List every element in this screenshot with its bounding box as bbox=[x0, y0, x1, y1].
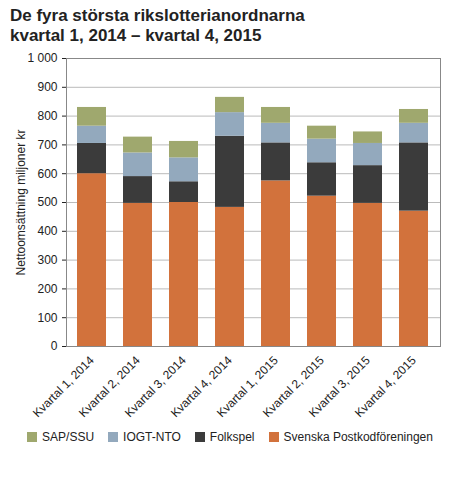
svg-text:500: 500 bbox=[37, 195, 57, 209]
svg-text:200: 200 bbox=[37, 282, 57, 296]
html-text:Folkspel: Folkspel bbox=[209, 430, 255, 444]
html-text:kvartal 1, 2014 – kvartal 4, 2: kvartal 1, 2014 – kvartal 4, 2015 bbox=[10, 26, 262, 45]
svg-text:Kvartal 1, 2014: Kvartal 1, 2014 bbox=[29, 353, 97, 421]
svg-text:Nettoomsättning miljoner kr: Nettoomsättning miljoner kr bbox=[14, 129, 28, 275]
svg-text:600: 600 bbox=[37, 167, 57, 181]
html-text:IOGT-NTO: IOGT-NTO bbox=[123, 430, 181, 444]
svg-text:800: 800 bbox=[37, 109, 57, 123]
svg-text:Kvartal 2, 2015: Kvartal 2, 2015 bbox=[259, 353, 327, 421]
svg-text:400: 400 bbox=[37, 224, 57, 238]
svg-text:300: 300 bbox=[37, 253, 57, 267]
html-text:SAP/SSU: SAP/SSU bbox=[42, 430, 95, 444]
html-text:De fyra största rikslotteriano: De fyra största rikslotterianordnarna bbox=[10, 6, 305, 25]
svg-text:100: 100 bbox=[37, 311, 57, 325]
html-text:Svenska Postkodföreningen: Svenska Postkodföreningen bbox=[283, 430, 433, 444]
svg-text:Kvartal 4, 2014: Kvartal 4, 2014 bbox=[167, 353, 235, 421]
svg-text:Kvartal 2, 2014: Kvartal 2, 2014 bbox=[75, 353, 143, 421]
svg-text:Kvartal 3, 2015: Kvartal 3, 2015 bbox=[305, 353, 373, 421]
svg-text:0: 0 bbox=[51, 339, 58, 353]
svg-text:Kvartal 1, 2015: Kvartal 1, 2015 bbox=[213, 353, 281, 421]
svg-text:Kvartal 4, 2015: Kvartal 4, 2015 bbox=[352, 353, 419, 420]
svg-text:900: 900 bbox=[37, 80, 57, 94]
svg-text:Kvartal 3, 2014: Kvartal 3, 2014 bbox=[121, 353, 189, 421]
svg-text:700: 700 bbox=[37, 138, 57, 152]
svg-text:1 000: 1 000 bbox=[27, 51, 57, 65]
